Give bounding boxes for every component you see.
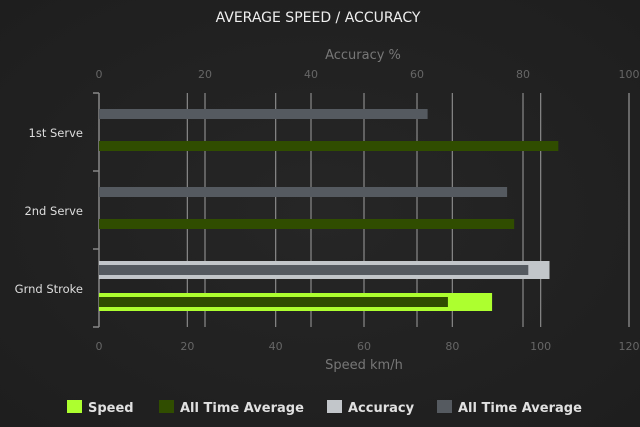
- bottom-tick-label: 60: [357, 340, 371, 353]
- bottom-tick-label: 80: [445, 340, 459, 353]
- top-tick-label: 0: [96, 68, 103, 81]
- legend-swatch: [159, 400, 174, 413]
- top-tick-label: 60: [410, 68, 424, 81]
- legend-label: Accuracy: [348, 401, 415, 416]
- bar-all-time-average-top: [99, 187, 508, 197]
- bottom-tick-label: 20: [180, 340, 194, 353]
- bottom-tick-label: 40: [269, 340, 283, 353]
- legend-swatch: [327, 400, 342, 413]
- legend-label: All Time Average: [180, 401, 304, 416]
- bottom-tick-label: 100: [530, 340, 551, 353]
- bottom-tick-label: 120: [619, 340, 640, 353]
- category-label: Grnd Stroke: [15, 282, 83, 296]
- legend-label: All Time Average: [458, 401, 582, 416]
- legend-label: Speed: [88, 401, 134, 416]
- bar-all-time-average-top: [99, 265, 529, 275]
- top-tick-label: 80: [516, 68, 530, 81]
- legend-swatch: [437, 400, 452, 413]
- tick-labels: 0 20 40 60 80 100 0 20 40 60 80 100 120: [96, 68, 640, 353]
- bar-all-time-average-bottom: [99, 219, 515, 229]
- bottom-axis-label: Speed km/h: [325, 358, 403, 373]
- top-tick-label: 20: [198, 68, 212, 81]
- category-label: 1st Serve: [29, 126, 83, 140]
- legend: Speed All Time Average Accuracy All Time Av…: [67, 400, 582, 416]
- chart-title: AVERAGE SPEED / ACCURACY: [216, 10, 421, 26]
- grid: [93, 92, 630, 328]
- bottom-tick-label: 0: [96, 340, 103, 353]
- top-axis-label: Accuracy %: [325, 48, 401, 63]
- category-label: 2nd Serve: [24, 204, 83, 218]
- bars: [99, 109, 559, 311]
- legend-swatch: [67, 400, 82, 413]
- category-labels: 1st Serve 2nd Serve Grnd Stroke: [15, 126, 83, 296]
- top-tick-label: 100: [619, 68, 640, 81]
- bar-all-time-average-bottom: [99, 141, 559, 151]
- top-tick-label: 40: [304, 68, 318, 81]
- bar-all-time-average-top: [99, 109, 428, 119]
- bar-all-time-average-bottom: [99, 297, 448, 307]
